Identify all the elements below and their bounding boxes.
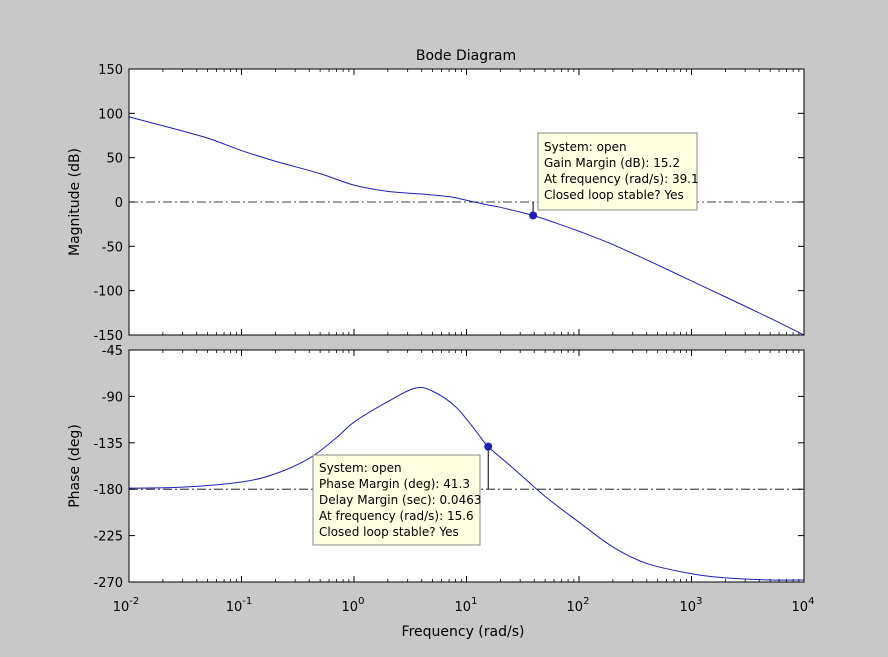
phase-margin-datatip-line: Phase Margin (deg): 41.3 (319, 477, 470, 491)
y-tick-label: 0 (115, 196, 123, 211)
chart-title: Bode Diagram (416, 48, 516, 64)
x-tick-label: 100 (342, 596, 365, 615)
y-tick-label: -90 (102, 390, 123, 405)
phase-margin-datatip-line: Delay Margin (sec): 0.0463 (319, 493, 481, 507)
gain-margin-datatip-line: Gain Margin (dB): 15.2 (544, 156, 680, 170)
phase-margin-datatip-box (312, 454, 481, 546)
phase-ylabel: Phase (deg) (67, 424, 83, 508)
phase-axes: -45 -90 -135 -180 -225 -270 Phase (deg) Syste… (67, 344, 805, 591)
y-tick-label: 100 (98, 107, 123, 122)
gain-margin-marker[interactable] (529, 211, 538, 220)
gain-margin-datatip-box (537, 132, 698, 211)
x-tick-label: 102 (567, 596, 590, 615)
phase-margin-datatip-line: Closed loop stable? Yes (319, 525, 459, 539)
phase-plot-border (128, 349, 805, 583)
x-axis-label: Frequency (rad/s) (402, 624, 525, 640)
y-tick-label: 50 (106, 152, 123, 167)
y-tick-label: -50 (102, 240, 123, 255)
gain-margin-datatip-line: At frequency (rad/s): 39.1 (544, 172, 699, 186)
phase-margin-datatip[interactable]: System: open Phase Margin (deg): 41.3 De… (312, 454, 481, 546)
magnitude-axes: 150 100 50 0 -50 -100 -150 Magnitude (dB) Syst… (67, 63, 805, 344)
x-tick-label: 101 (455, 596, 478, 615)
y-tick-label: -180 (93, 483, 123, 498)
gain-margin-datatip-line: Closed loop stable? Yes (544, 188, 684, 202)
y-tick-label: -135 (93, 437, 123, 452)
y-tick-label: -150 (93, 329, 123, 344)
gain-margin-datatip[interactable]: System: open Gain Margin (dB): 15.2 At f… (537, 132, 699, 211)
phase-margin-marker[interactable] (484, 442, 493, 451)
phase-ticks: -45 -90 -135 -180 -225 -270 (93, 344, 805, 591)
y-tick-label: -100 (93, 285, 123, 300)
x-tick-label: 104 (792, 596, 815, 615)
phase-margin-datatip-line: At frequency (rad/s): 15.6 (319, 509, 474, 523)
magnitude-curve (128, 116, 805, 336)
x-tick-label: 10-2 (113, 596, 140, 615)
magnitude-plot-border (128, 68, 805, 336)
x-tick-labels: 10-2 10-1 100 101 102 103 104 (113, 596, 815, 615)
x-tick-label: 103 (680, 596, 703, 615)
magnitude-ylabel: Magnitude (dB) (67, 148, 83, 256)
phase-margin-datatip-line: System: open (319, 461, 402, 475)
phase-curve (128, 386, 805, 581)
y-tick-label: -225 (93, 530, 123, 545)
y-tick-label: -45 (102, 344, 123, 359)
y-tick-label: 150 (98, 63, 123, 78)
gain-margin-datatip-line: System: open (544, 140, 627, 154)
x-tick-label: 10-1 (226, 596, 253, 615)
magnitude-ticks: 150 100 50 0 -50 -100 -150 (93, 63, 805, 344)
y-tick-label: -270 (93, 576, 123, 591)
